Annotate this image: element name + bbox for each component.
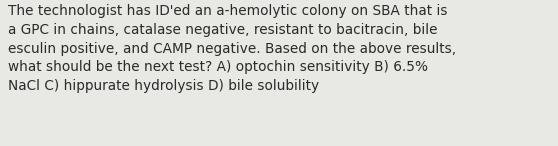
Text: The technologist has ID'ed an a-hemolytic colony on SBA that is
a GPC in chains,: The technologist has ID'ed an a-hemolyti… [8, 4, 456, 93]
